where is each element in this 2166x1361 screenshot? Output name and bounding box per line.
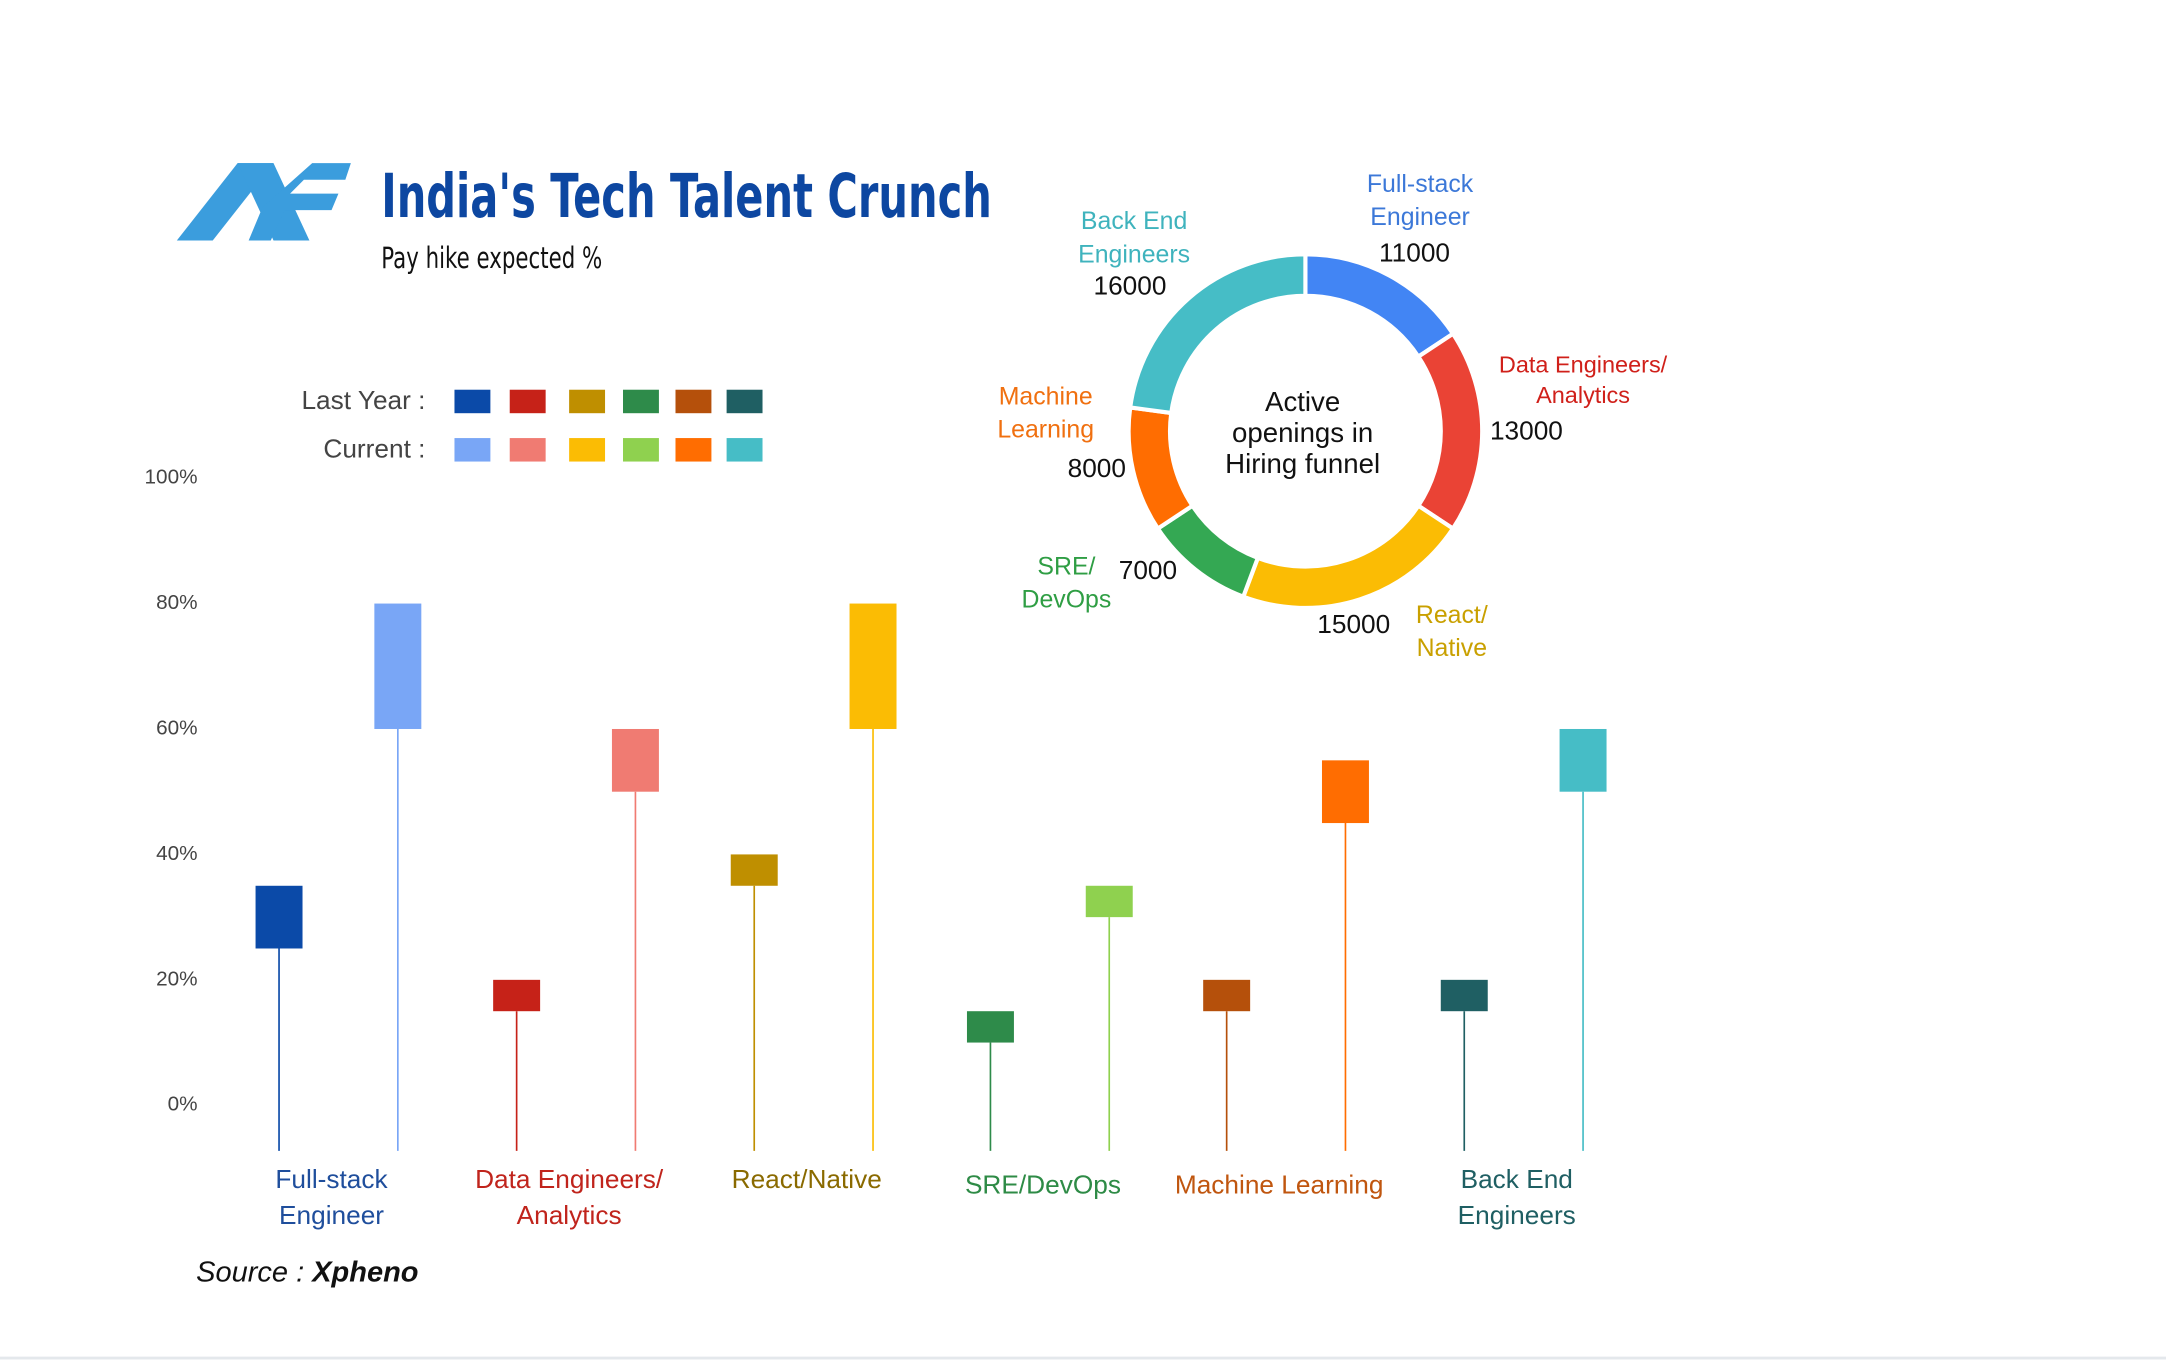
slice-name: Engineers [1078,240,1190,268]
y-tick-label: 100% [145,466,198,489]
slice-name: Learning [997,416,1094,444]
x-tick-label: Machine Learning [1175,1170,1384,1200]
slice-name: React/ [1416,601,1488,629]
center-label: Hiring funnel [1225,448,1380,479]
slice-value: 15000 [1317,609,1390,639]
legend-swatch [675,389,712,414]
legend-swatch [509,389,546,414]
x-tick-label: React/Native [732,1164,882,1194]
y-tick-label: 0% [168,1093,198,1116]
x-tick-label: Analytics [517,1200,622,1230]
x-tick-label: Engineers [1458,1200,1576,1230]
source-name: Xpheno [310,1256,418,1288]
slice-name: Analytics [1536,382,1630,408]
range-bar [611,728,659,792]
donut-slice [1240,502,1456,611]
y-tick-label: 80% [156,591,197,614]
y-tick-label: 40% [156,842,197,865]
donut-slice [1127,252,1308,416]
slice-name: Engineer [1370,203,1470,231]
slice-value: 7000 [1119,555,1177,585]
range-bar [1085,885,1133,918]
slice-value: 13000 [1490,415,1563,445]
legend-swatch [509,438,546,462]
legend-swatch [569,389,606,414]
legend-label: Last Year : [301,385,425,415]
slice-name: Machine [999,383,1093,411]
range-bar [1321,760,1369,824]
logo [176,163,351,241]
donut-slice [1415,330,1485,532]
legend-swatch [726,438,763,462]
x-tick-label: Full-stack [275,1164,388,1194]
donut-slice [1303,252,1456,360]
x-tick-label: Engineer [279,1200,384,1230]
y-tick-label: 60% [156,716,197,739]
range-bar [1203,979,1251,1012]
range-bar [374,603,422,729]
legend-swatch [569,438,606,462]
donut-slice [1126,405,1196,532]
legend-swatch [623,389,659,414]
slice-name: Full-stack [1367,170,1474,198]
range-bar [1559,728,1607,792]
center-label: Active [1265,386,1340,417]
slice-value: 16000 [1093,270,1166,300]
range-bar [849,603,897,729]
slice-name: Back End [1081,207,1187,235]
range-bar [730,854,778,886]
slice-name: Data Engineers/ [1499,351,1668,377]
range-bar [966,1011,1014,1043]
y-tick-label: 20% [156,967,197,990]
subtitle: Pay hike expected % [381,241,602,275]
x-tick-label: Back End [1461,1164,1573,1194]
legend-swatch [454,389,491,414]
slice-name: Native [1417,634,1487,662]
legend-swatch [623,438,659,462]
x-tick-label: SRE/DevOps [965,1170,1121,1200]
slice-value: 8000 [1068,453,1126,483]
legend-label: Current : [323,433,425,463]
source-label: Source : [196,1256,304,1288]
legend-swatch [675,438,712,462]
legend-swatch [726,389,763,414]
title: India's Tech Talent Crunch [381,162,992,232]
legend-swatch [454,438,491,462]
range-bar [255,885,303,949]
slice-name: SRE/ [1037,552,1095,580]
x-tick-label: Data Engineers/ [475,1164,664,1194]
range-bar [1440,979,1488,1012]
slice-name: DevOps [1022,586,1112,614]
range-bar [493,979,541,1012]
slice-value: 11000 [1379,237,1450,267]
center-label: openings in [1232,417,1373,448]
